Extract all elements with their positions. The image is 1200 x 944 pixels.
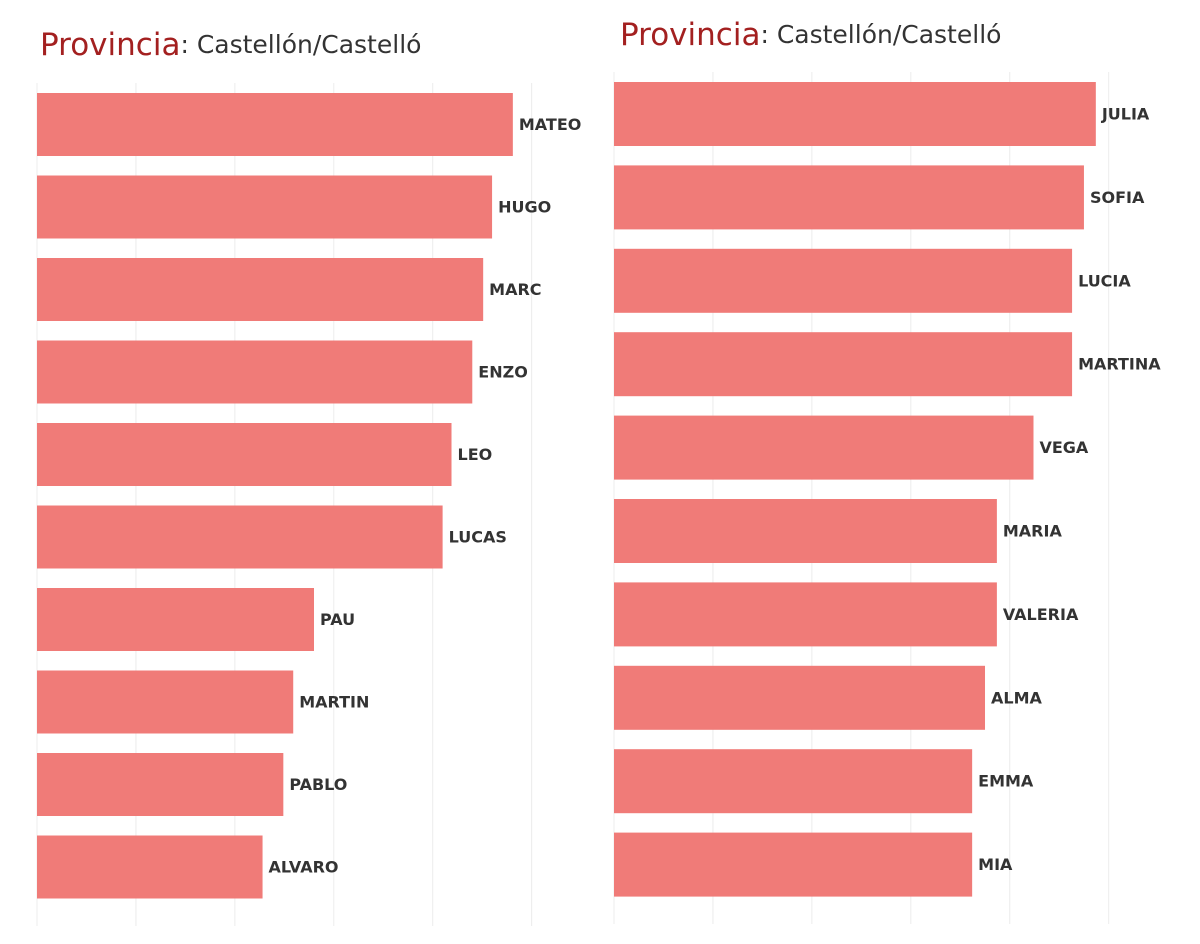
chart-title: Provincia: Castellón/Castelló [620,17,1001,53]
title-label: Provincia [620,17,760,53]
bar [37,753,284,816]
bar [614,332,1073,397]
bar [37,835,263,899]
bar [614,499,997,563]
bar-label: VALERIA [1003,605,1079,624]
bar [614,749,973,814]
bar [614,665,986,730]
bar [37,93,513,156]
bar-label: MARTINA [1078,355,1161,374]
bar-label: HUGO [498,198,551,217]
bar-label: LEO [458,445,493,464]
bar-label: ALMA [991,688,1043,707]
bar [614,165,1084,230]
bar [37,258,484,321]
title-label: Provincia [40,27,180,63]
bar [37,175,493,239]
title-value: : Castellón/Castelló [180,30,421,59]
chart: Provincia: Castellón/Castelló JULIA SOFIA L… [613,17,1161,924]
bar [614,248,1073,313]
bar [37,670,294,734]
bar-label: MARIA [1003,522,1063,541]
chart: Provincia: Castellón/Castelló MATEO HUGO MA… [36,27,582,926]
bar-label: VEGA [1039,438,1088,457]
bar [37,588,314,651]
bar-label: ENZO [478,363,528,382]
bar-label: JULIA [1101,105,1150,124]
bar-label: LUCIA [1078,271,1131,290]
bar-label: MARC [489,280,541,299]
bar [614,832,973,897]
bar-label: EMMA [978,772,1034,791]
bar [614,415,1034,480]
bar-label: MARTIN [299,693,369,712]
chart-title: Provincia: Castellón/Castelló [40,27,421,63]
bar [614,82,1096,146]
bar-label: MATEO [519,115,582,134]
bar-label: MIA [978,855,1013,874]
bar-label: LUCAS [449,528,507,547]
bar [37,505,443,569]
bar [614,582,997,647]
bar [37,423,452,486]
bar-label: SOFIA [1090,188,1145,207]
bar-label: ALVARO [269,858,339,877]
bar [37,340,473,404]
bar-label: PABLO [289,775,347,794]
bar-label: PAU [320,610,355,629]
title-value: : Castellón/Castelló [760,20,1001,49]
